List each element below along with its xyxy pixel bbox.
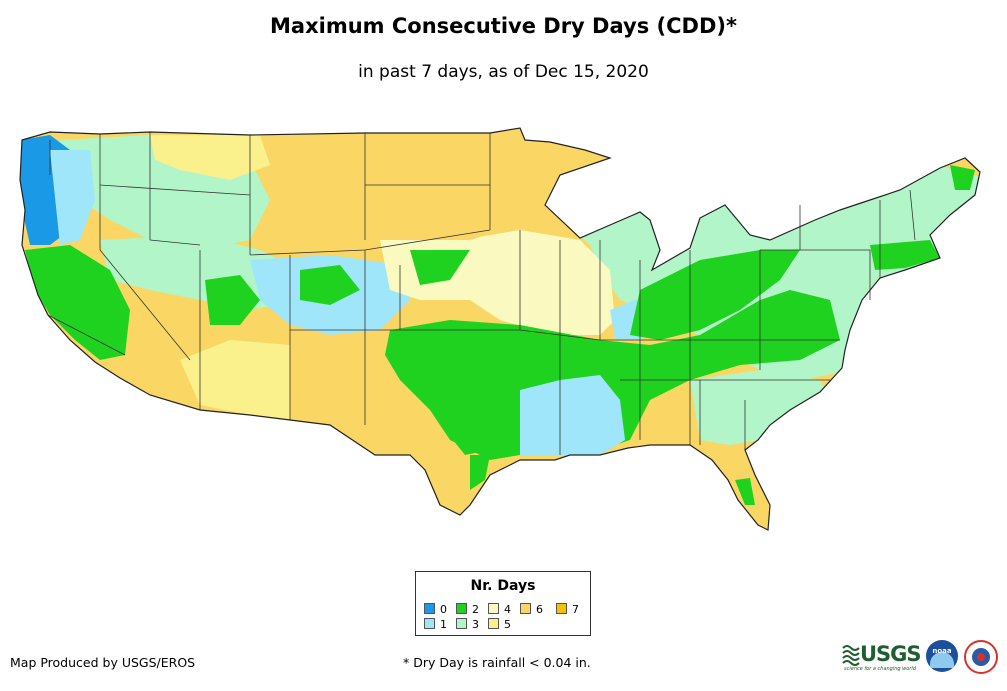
noaa-logo: noaa xyxy=(926,640,958,672)
noaa-wordmark: noaa xyxy=(932,647,952,655)
legend-swatch xyxy=(456,603,467,614)
legend-title: Nr. Days xyxy=(470,578,536,594)
legend-label: 0 xyxy=(440,603,447,616)
legend-label: 3 xyxy=(472,618,479,631)
legend-label: 6 xyxy=(536,603,543,616)
map-subtitle: in past 7 days, as of Dec 15, 2020 xyxy=(358,62,649,82)
state-borders xyxy=(47,132,916,455)
legend-label: 4 xyxy=(504,603,511,616)
usgs-wave-icon xyxy=(842,645,860,666)
usgs-wordmark: USGS xyxy=(860,642,922,666)
legend-label: 7 xyxy=(572,603,579,616)
legend-swatch xyxy=(488,618,499,629)
legend-swatch xyxy=(424,603,435,614)
legend-swatch xyxy=(520,603,531,614)
nws-logo xyxy=(964,640,998,674)
legend-swatch xyxy=(488,603,499,614)
map-title: Maximum Consecutive Dry Days (CDD)* xyxy=(270,14,737,38)
legend-label: 5 xyxy=(504,618,511,631)
producer-credit: Map Produced by USGS/EROS xyxy=(10,655,196,670)
legend-swatch xyxy=(556,603,567,614)
legend-label: 1 xyxy=(440,618,447,631)
legend-swatch xyxy=(424,618,435,629)
dry-day-note: * Dry Day is rainfall < 0.04 in. xyxy=(403,655,591,670)
legend-label: 2 xyxy=(472,603,479,616)
agency-logos: USGS science for a changing world noaa xyxy=(842,638,1002,678)
usgs-tagline: science for a changing world xyxy=(844,666,916,672)
legend-swatch xyxy=(456,618,467,629)
usgs-logo: USGS science for a changing world xyxy=(842,642,922,672)
map-legend: Nr. Days 0 1 2 3 4 5 6 7 xyxy=(415,571,591,636)
